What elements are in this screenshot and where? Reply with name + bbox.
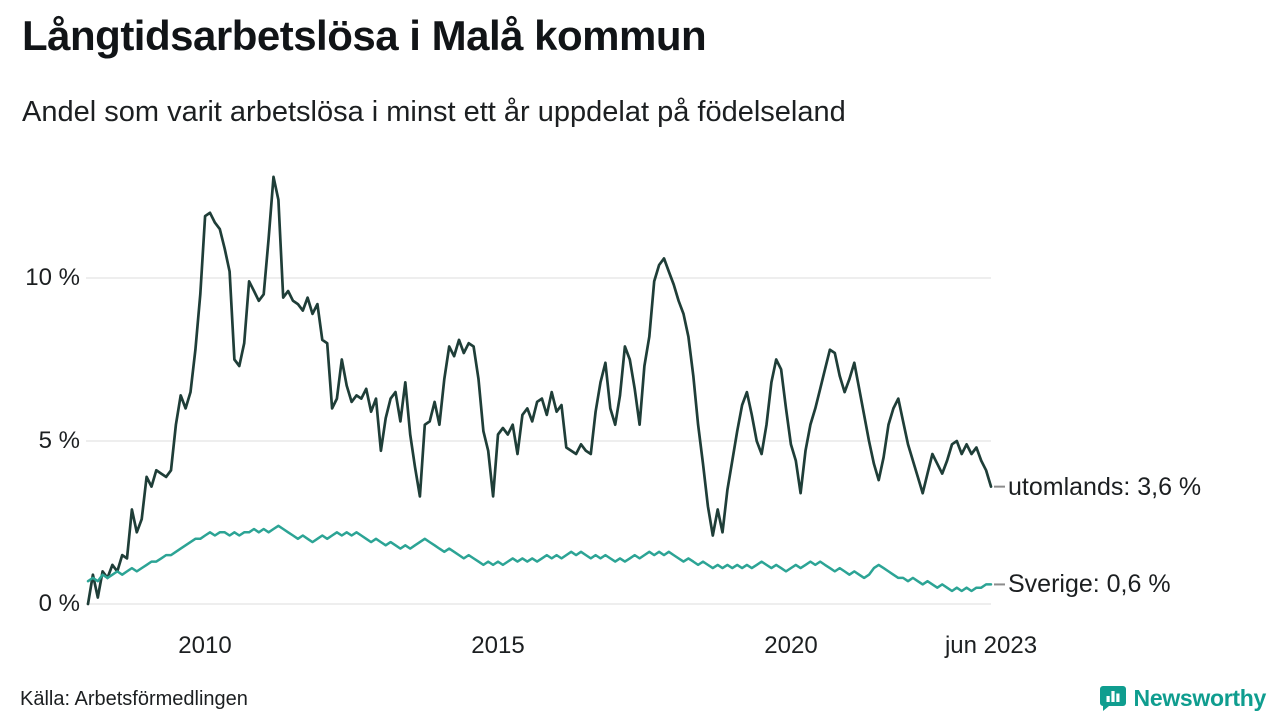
newsworthy-wordmark: Newsworthy <box>1133 684 1267 711</box>
series-end-label-sverige: Sverige: 0,6 % <box>1008 570 1171 599</box>
chart-subtitle: Andel som varit arbetslösa i minst ett å… <box>22 96 846 128</box>
plot-area <box>86 175 1005 606</box>
newsworthy-logo: Newsworthy <box>1099 684 1266 712</box>
y-axis-label-10: 10 % <box>25 264 80 291</box>
x-axis-label-2020: 2020 <box>764 632 818 659</box>
x-axis-label-2010: 2010 <box>178 632 232 659</box>
series-end-label-utomlands: utomlands: 3,6 % <box>1008 472 1202 501</box>
x-axis-label-jun-2023: jun 2023 <box>944 632 1038 659</box>
chart-title: Långtidsarbetslösa i Malå kommun <box>22 12 707 59</box>
x-axis-label-2015: 2015 <box>471 632 525 659</box>
y-axis-label-0: 0 % <box>38 590 80 617</box>
source-caption: Källa: Arbetsförmedlingen <box>20 688 248 710</box>
newsworthy-icon <box>1099 684 1127 712</box>
line-chart <box>0 160 1280 630</box>
y-axis-label-5: 5 % <box>38 427 80 454</box>
